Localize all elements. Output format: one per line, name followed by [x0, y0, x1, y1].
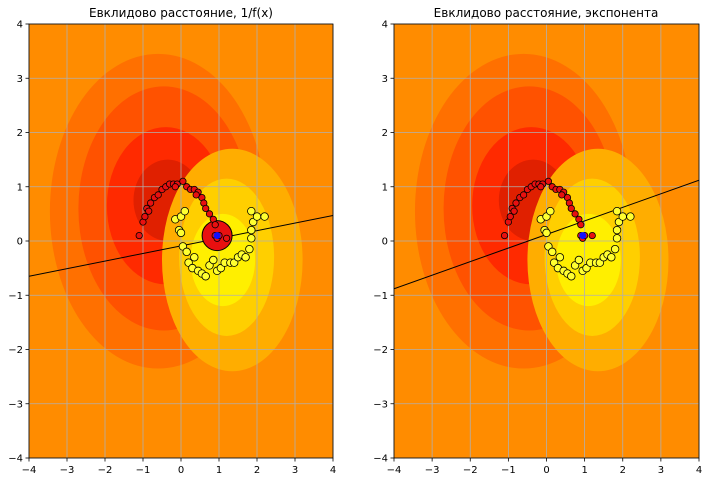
- x-tick-label: −4: [387, 465, 402, 476]
- point-class-1: [548, 247, 557, 257]
- point-class-0: [179, 177, 187, 185]
- point-class-1: [247, 234, 256, 243]
- point-class-0: [147, 199, 155, 207]
- y-tick-label: 0: [382, 237, 388, 248]
- y-tick-label: 2: [17, 128, 23, 139]
- chart-left: Евклидово расстояние, 1/f(x) −4 −3 −2 −1 0 1 2…: [8, 6, 336, 476]
- y-tick-label: −4: [8, 454, 23, 465]
- point-class-0: [510, 207, 518, 215]
- point-class-1: [574, 255, 584, 265]
- point-class-0: [571, 210, 579, 218]
- y-tick-label: −1: [373, 291, 388, 302]
- y-tick-label: 4: [382, 20, 388, 31]
- point-class-0: [577, 221, 585, 229]
- chart-title: Евклидово расстояние, экспонента: [434, 6, 659, 20]
- point-class-0: [211, 221, 219, 229]
- y-tick-label: 1: [382, 182, 388, 193]
- point-class-0: [141, 212, 149, 221]
- point-class-0: [171, 183, 179, 191]
- x-tick-label: −3: [425, 465, 440, 476]
- point-class-1: [176, 228, 186, 238]
- y-tick-label: −3: [373, 399, 388, 410]
- point-class-1: [260, 212, 269, 221]
- point-class-0: [520, 191, 528, 199]
- point-class-1: [612, 234, 622, 243]
- chart-right: Евклидово расстояние, экспонента −4 −3 −2−…: [373, 6, 702, 476]
- y-tick-label: −3: [8, 399, 23, 410]
- y-tick-label: −2: [8, 345, 23, 356]
- x-tick-label: −2: [98, 465, 113, 476]
- point-class-1: [612, 206, 622, 216]
- query-marker: [579, 232, 587, 240]
- y-tick-label: −1: [8, 291, 23, 302]
- x-tick-label: 3: [292, 465, 298, 476]
- x-tick-label: 1: [216, 465, 222, 476]
- y-tick-label: −2: [373, 345, 388, 356]
- contour-background: [394, 24, 699, 458]
- point-class-1: [190, 253, 199, 262]
- x-tick-label: −2: [463, 465, 478, 476]
- query-marker: [213, 232, 221, 240]
- point-class-1: [247, 206, 256, 216]
- chart-title: Евклидово расстояние, 1/f(x): [89, 6, 273, 20]
- point-class-1: [182, 247, 191, 257]
- x-tick-label: −4: [22, 465, 37, 476]
- point-class-0: [537, 183, 545, 191]
- x-tick-label: 4: [696, 465, 702, 476]
- point-class-0: [145, 207, 153, 215]
- point-class-1: [542, 228, 551, 238]
- x-tick-label: 0: [178, 465, 184, 476]
- point-class-1: [618, 212, 627, 221]
- point-class-0: [506, 212, 514, 221]
- point-class-1: [209, 255, 218, 265]
- point-class-0: [500, 231, 509, 240]
- point-class-1: [241, 253, 250, 262]
- point-class-0: [512, 199, 520, 207]
- y-tick-label: 2: [382, 128, 388, 139]
- point-class-1: [610, 244, 620, 254]
- y-tick-label: 1: [17, 182, 23, 193]
- point-class-1: [626, 212, 635, 221]
- point-class-0: [205, 210, 214, 218]
- point-class-1: [607, 253, 616, 262]
- y-tick-label: 4: [17, 20, 23, 31]
- point-class-1: [612, 225, 622, 235]
- point-class-1: [201, 272, 210, 281]
- x-tick-label: 2: [254, 465, 260, 476]
- x-tick-label: −1: [501, 465, 516, 476]
- point-class-1: [245, 244, 254, 254]
- point-class-1: [567, 272, 576, 281]
- axis-ticks: −4 −3 −2 −1 0 1 2 3 4 −4 −3 −2 −1 0 1 2 3 4: [8, 20, 336, 477]
- point-class-0: [154, 191, 162, 199]
- point-class-0: [202, 204, 210, 213]
- x-tick-label: 4: [330, 465, 336, 476]
- axis-ticks: −4 −3 −2 −1 0 1 2 3 4 −4 −3 −2 −1 0 1 2 3 4: [373, 20, 702, 477]
- point-class-0: [135, 231, 143, 240]
- point-class-1: [546, 206, 555, 216]
- x-tick-label: −3: [60, 465, 75, 476]
- point-class-0: [588, 231, 596, 240]
- x-tick-label: −1: [136, 465, 151, 476]
- y-tick-label: 0: [17, 237, 23, 248]
- point-class-0: [223, 234, 231, 242]
- point-class-1: [247, 225, 256, 235]
- point-class-0: [544, 177, 553, 185]
- point-class-0: [558, 191, 566, 199]
- scatter-points: [500, 177, 635, 281]
- x-tick-label: 3: [658, 465, 664, 476]
- point-class-0: [192, 191, 200, 199]
- y-tick-label: 3: [382, 74, 388, 85]
- x-tick-label: 1: [581, 465, 587, 476]
- x-tick-label: 0: [543, 465, 549, 476]
- x-tick-label: 2: [620, 465, 626, 476]
- point-class-1: [252, 212, 262, 221]
- point-class-1: [180, 206, 189, 216]
- y-tick-label: −4: [373, 454, 388, 465]
- scatter-points: [135, 177, 269, 281]
- point-class-0: [567, 204, 575, 213]
- point-class-1: [555, 253, 565, 262]
- y-tick-label: 3: [17, 74, 23, 85]
